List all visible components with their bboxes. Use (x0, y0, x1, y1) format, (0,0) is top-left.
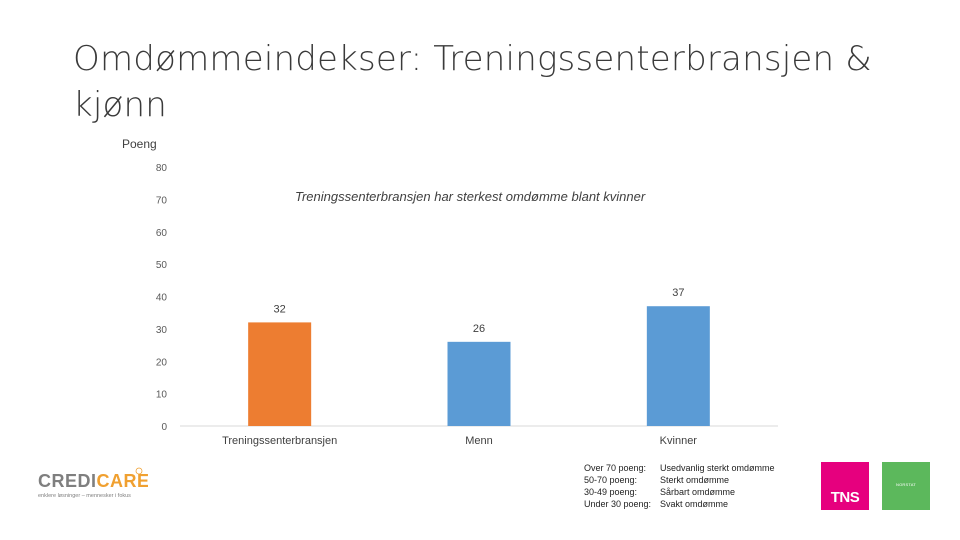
data-label: 26 (473, 323, 485, 335)
legend-row: 50-70 poeng: Sterkt omdømme (584, 474, 775, 486)
y-tick-label: 80 (156, 163, 168, 174)
y-tick-label: 0 (161, 422, 167, 433)
legend-key: 50-70 poeng: (584, 475, 638, 485)
legend-key: Over 70 poeng: (584, 463, 647, 473)
svg-text:enklere løsninger – mennesker: enklere løsninger – mennesker i fokus (38, 493, 131, 499)
tns-logo: TNS (821, 462, 869, 510)
score-legend: Over 70 poeng: Usedvanlig sterkt omdømme… (584, 462, 775, 510)
y-tick-label: 30 (156, 325, 168, 336)
bar-kvinner (646, 306, 710, 426)
credicare-logo: CREDICARE enklere løsninger – mennesker … (38, 467, 148, 499)
x-tick-label: Kvinner (660, 435, 698, 447)
y-axis-label: Poeng (122, 137, 157, 151)
x-tick-label: Menn (465, 435, 493, 447)
legend-row: 30-49 poeng: Sårbart omdømme (584, 486, 775, 498)
y-tick-label: 70 (156, 195, 168, 206)
legend-key: Under 30 poeng: (584, 499, 652, 509)
slide-title: Omdømmeindekser: Treningssenterbransjen … (73, 39, 872, 125)
tns-logo-text: TNS (830, 489, 860, 506)
y-tick-label: 60 (156, 228, 168, 239)
chart-annotation: Treningssenterbransjen har sterkest omdø… (295, 189, 646, 204)
legend-key: 30-49 poeng: (584, 487, 638, 497)
svg-text:CREDICARE: CREDICARE (38, 471, 148, 491)
legend-value: Usedvanlig sterkt omdømme (660, 463, 775, 473)
bar-treningssenterbransjen (248, 322, 312, 426)
y-tick-label: 50 (156, 260, 168, 271)
legend-value: Svakt omdømme (660, 499, 729, 509)
legend-value: Sterkt omdømme (660, 475, 730, 485)
data-label: 32 (274, 303, 286, 315)
y-tick-label: 40 (156, 293, 168, 304)
data-label: 37 (672, 287, 684, 299)
x-tick-label: Treningssenterbransjen (222, 435, 337, 447)
y-tick-label: 10 (156, 390, 168, 401)
norstat-logo: NORSTAT (882, 462, 930, 510)
legend-value: Sårbart omdømme (660, 487, 736, 497)
bar-menn (447, 341, 511, 426)
legend-row: Over 70 poeng: Usedvanlig sterkt omdømme (584, 462, 775, 474)
y-tick-label: 20 (156, 357, 168, 368)
norstat-logo-text: NORSTAT (896, 482, 916, 487)
legend-row: Under 30 poeng: Svakt omdømme (584, 498, 775, 510)
